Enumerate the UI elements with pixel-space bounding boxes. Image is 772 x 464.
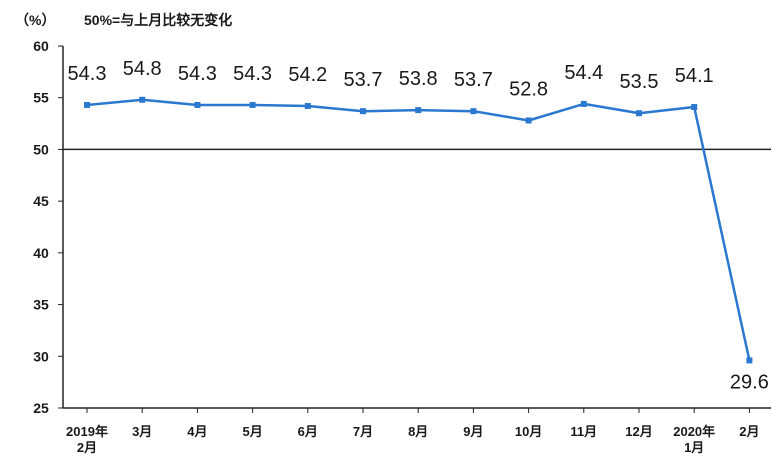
x-tick-label: 8月 xyxy=(408,424,428,439)
x-tick-label: 1月 xyxy=(684,440,704,455)
y-tick-label: 35 xyxy=(33,297,49,313)
data-point xyxy=(194,101,201,108)
data-label: 54.8 xyxy=(123,58,162,80)
data-label: 53.7 xyxy=(344,69,383,91)
data-point xyxy=(139,96,146,103)
data-label: 29.6 xyxy=(730,371,769,393)
data-label: 53.8 xyxy=(399,68,438,90)
chart-note: 50%=与上月比较无变化 xyxy=(84,12,232,28)
x-tick-label: 3月 xyxy=(132,424,152,439)
data-labels: 54.3 54.8 54.3 54.3 54.2 53.7 53.8 53.7 52.8 54.4… xyxy=(68,58,769,394)
x-tick-label: 2019年 xyxy=(66,424,108,439)
data-point xyxy=(304,102,311,109)
series-line-group xyxy=(84,96,753,364)
x-tick-label: 2020年 xyxy=(673,424,715,439)
data-point xyxy=(525,117,532,124)
data-point xyxy=(84,101,90,108)
x-tick-label: 7月 xyxy=(353,424,373,439)
y-unit-label: （%） xyxy=(15,12,55,28)
data-point xyxy=(691,104,698,111)
x-tick-label: 5月 xyxy=(242,424,262,439)
data-label: 54.2 xyxy=(288,64,327,86)
data-label: 54.3 xyxy=(68,63,107,85)
y-tick-label: 50 xyxy=(33,141,49,157)
data-point xyxy=(636,110,642,117)
x-tick-label: 4月 xyxy=(187,424,207,439)
series-line xyxy=(86,98,751,361)
data-label: 54.3 xyxy=(233,63,272,85)
y-tick-label: 25 xyxy=(33,400,49,416)
y-tick-label: 60 xyxy=(33,38,49,54)
data-point xyxy=(360,108,366,115)
data-point xyxy=(746,357,753,364)
x-tick-label: 10月 xyxy=(515,424,542,439)
x-tick-label: 12月 xyxy=(625,424,652,439)
y-tick-label: 45 xyxy=(33,193,49,209)
x-tick-label: 9月 xyxy=(463,424,483,439)
data-point xyxy=(249,101,256,108)
data-label: 54.4 xyxy=(564,62,603,84)
data-point xyxy=(580,100,587,107)
x-tick-label: 2月 xyxy=(77,440,97,455)
data-label: 54.3 xyxy=(178,63,217,85)
data-label: 53.5 xyxy=(620,71,659,93)
x-tick-label: 11月 xyxy=(570,424,597,439)
axes xyxy=(62,46,771,409)
data-label: 54.1 xyxy=(675,65,714,87)
data-label: 52.8 xyxy=(509,78,548,100)
y-tick-label: 30 xyxy=(33,348,49,364)
x-tick-label: 6月 xyxy=(298,424,318,439)
data-label: 53.7 xyxy=(454,69,493,91)
data-point xyxy=(415,107,422,114)
y-tick-label: 55 xyxy=(33,90,49,106)
y-tick-labels: 60 55 50 45 40 35 30 25 xyxy=(33,38,63,416)
y-tick-label: 40 xyxy=(33,245,49,261)
data-point xyxy=(470,108,477,115)
x-tick-label: 2月 xyxy=(739,424,759,439)
